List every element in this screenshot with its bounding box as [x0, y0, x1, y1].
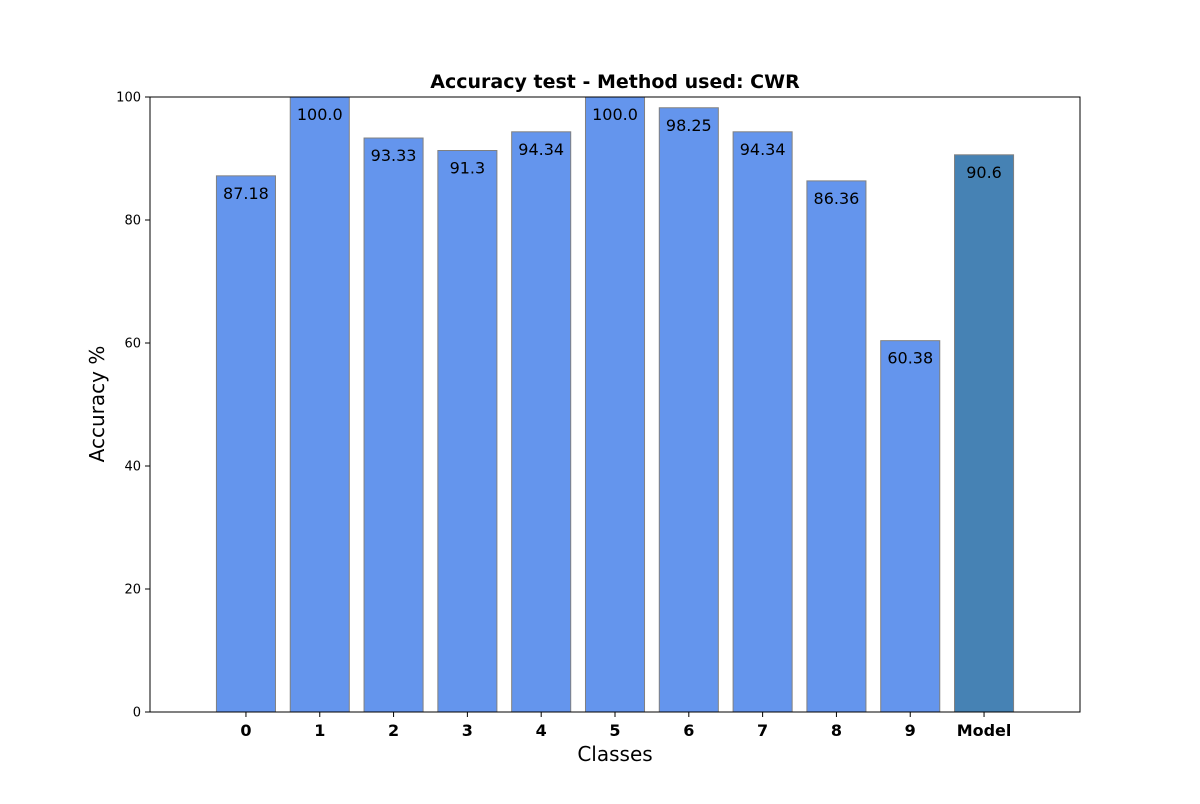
value-label-class-7: 94.34: [740, 140, 786, 159]
chart-title: Accuracy test - Method used: CWR: [430, 71, 800, 93]
bar-class-1: [289, 96, 350, 713]
y-tick-label: 60: [124, 337, 141, 352]
x-axis-label: Classes: [577, 742, 652, 766]
x-tick-label: 9: [905, 721, 916, 740]
y-tick-label: 20: [124, 583, 141, 598]
y-axis-label: Accuracy %: [85, 346, 109, 463]
x-tick-label: 2: [388, 721, 399, 740]
y-tick-label: 0: [133, 706, 141, 721]
x-tick-label: Model: [957, 721, 1012, 740]
bar-class-9: [880, 340, 941, 713]
x-tick-label: 5: [609, 721, 620, 740]
y-axis-ticks: 0 20 40 60 80 100: [116, 91, 150, 721]
bars-layer: [215, 96, 1015, 713]
value-label-model: 90.6: [966, 163, 1002, 182]
value-label-class-4: 94.34: [518, 140, 564, 159]
value-label-class-3: 91.3: [450, 159, 486, 178]
bar-class-4: [511, 131, 572, 713]
y-tick-label: 100: [116, 91, 141, 106]
x-tick-label: 8: [831, 721, 842, 740]
y-tick-label: 80: [124, 214, 141, 229]
value-label-class-6: 98.25: [666, 116, 712, 135]
bar-model: [954, 154, 1015, 713]
bar-class-8: [806, 180, 867, 713]
value-label-class-8: 86.36: [814, 189, 860, 208]
bar-class-7: [732, 131, 793, 713]
y-tick-label: 40: [124, 460, 141, 475]
x-axis-ticks: 0 1 2 3 4 5 6 7 8 9 Model: [240, 712, 1011, 740]
bar-class-5: [584, 96, 646, 713]
value-label-class-9: 60.38: [887, 349, 933, 368]
value-label-class-5: 100.0: [592, 105, 638, 124]
bar-class-3: [437, 150, 498, 713]
x-tick-label: 7: [757, 721, 768, 740]
value-label-class-1: 100.0: [297, 105, 343, 124]
plot-area-frame: [149, 96, 1081, 713]
bar-class-6: [658, 107, 719, 713]
value-label-class-2: 93.33: [371, 146, 417, 165]
x-tick-label: 6: [683, 721, 694, 740]
bar-class-2: [363, 137, 424, 713]
x-tick-label: 3: [462, 721, 473, 740]
x-tick-label: 0: [240, 721, 251, 740]
value-labels-layer: 87.18 100.0 93.33 91.3 94.34 100.0 98.25 94.34 8…: [223, 105, 1002, 368]
bar-class-0: [215, 175, 276, 713]
x-tick-label: 4: [536, 721, 547, 740]
x-tick-label: 1: [314, 721, 325, 740]
value-label-class-0: 87.18: [223, 184, 269, 203]
